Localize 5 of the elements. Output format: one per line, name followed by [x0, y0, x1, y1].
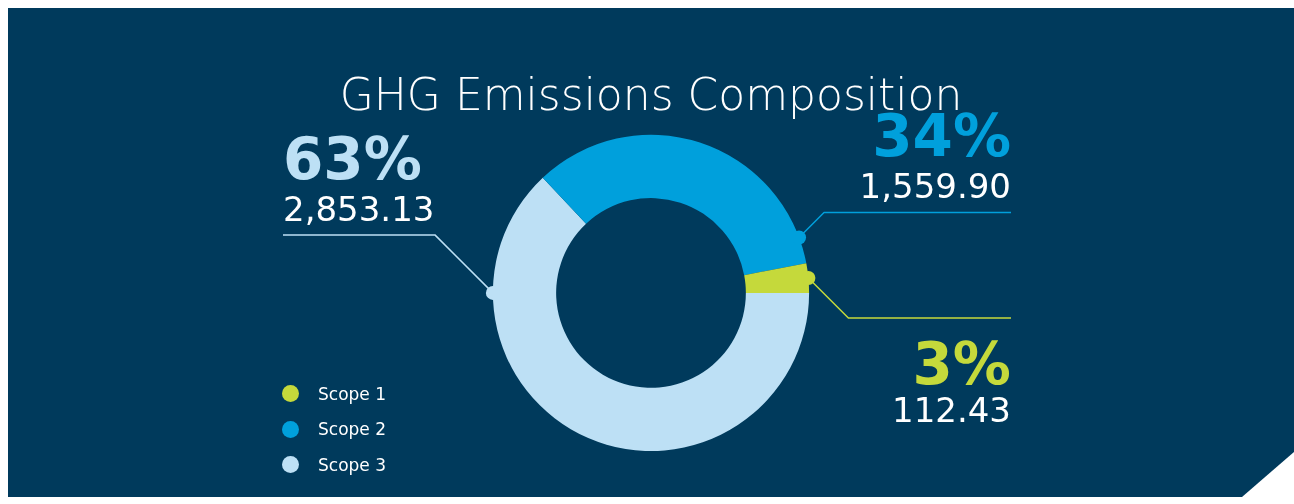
legend-label: Scope 2 — [318, 419, 387, 440]
legend-label: Scope 3 — [318, 454, 387, 475]
legend-label: Scope 1 — [318, 383, 387, 404]
data-label: 3% 112.43 — [892, 330, 1011, 431]
data-label: 63% 2,853.13 — [283, 124, 435, 229]
